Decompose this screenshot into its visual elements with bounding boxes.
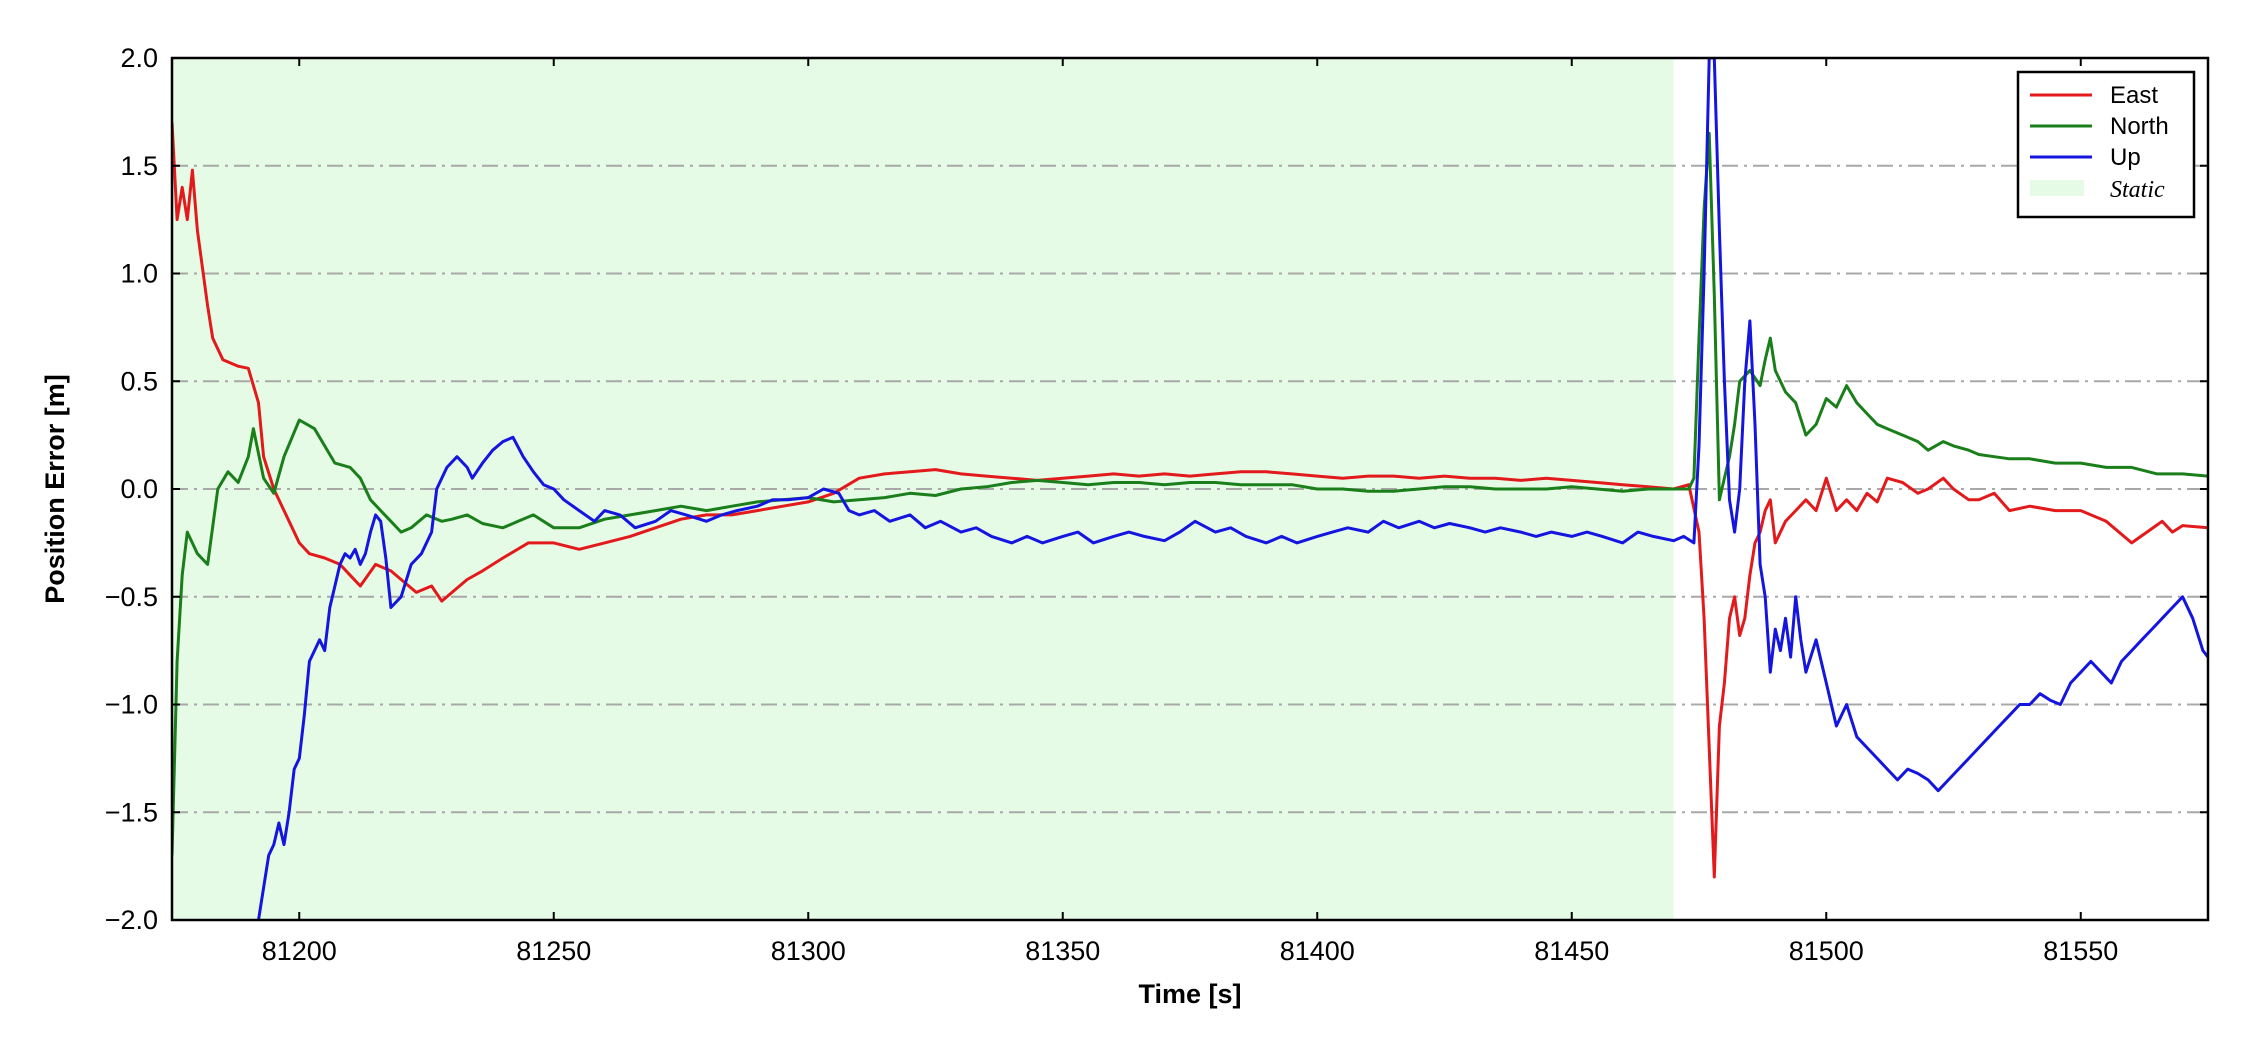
y-axis-title: Position Error [m] (40, 374, 70, 604)
y-tick-label: 0.0 (120, 474, 158, 504)
x-tick-label: 81350 (1025, 936, 1100, 966)
x-axis-title: Time [s] (1138, 979, 1241, 1009)
x-tick-label: 81400 (1280, 936, 1355, 966)
x-tick-label: 81300 (771, 936, 846, 966)
ticks: 81200 81250 81300 81350 81400 81450 81500 81550… (105, 43, 2208, 966)
y-tick-label: −1.0 (105, 690, 158, 720)
legend-east-label: East (2110, 82, 2158, 109)
legend-static-label: Static (2110, 177, 2165, 203)
x-tick-label: 81550 (2043, 936, 2118, 966)
series-layer (172, 58, 2208, 920)
series-line-north (172, 131, 2208, 856)
series-line-east (172, 122, 2208, 879)
y-tick-label: 2.0 (120, 43, 158, 73)
legend: East North Up Static (2016, 70, 2196, 219)
y-tick-label: 1.5 (120, 151, 158, 181)
x-tick-label: 81250 (516, 936, 591, 966)
x-tick-label: 81450 (1534, 936, 1609, 966)
legend-up-label: Up (2110, 144, 2141, 171)
y-tick-label: 0.5 (120, 366, 158, 396)
y-tick-label: −2.0 (105, 905, 158, 935)
legend-static-swatch (2030, 180, 2084, 196)
x-tick-label: 81200 (262, 936, 337, 966)
y-tick-label: −0.5 (105, 582, 158, 612)
series-line-up (257, 58, 2208, 920)
x-tick-label: 81500 (1789, 936, 1864, 966)
y-tick-label: −1.5 (105, 797, 158, 827)
y-tick-label: 1.0 (120, 259, 158, 289)
grid (172, 164, 2208, 814)
legend-north-label: North (2110, 113, 2169, 140)
